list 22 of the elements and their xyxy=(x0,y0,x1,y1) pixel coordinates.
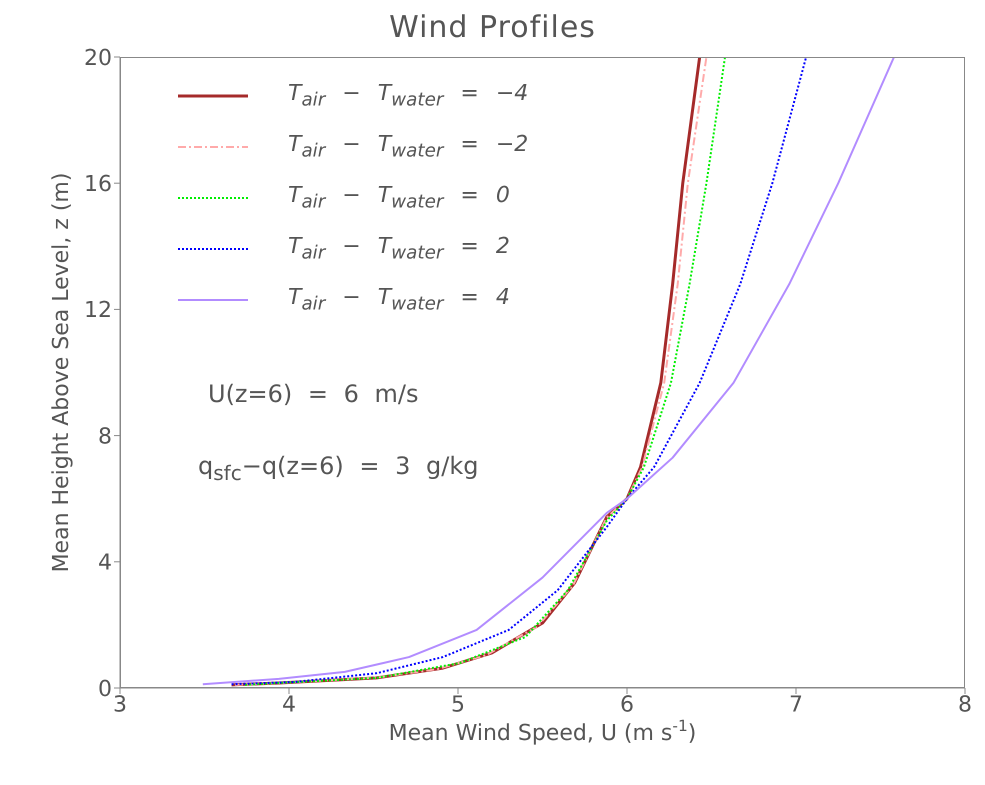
x-tick-label: 4 xyxy=(282,692,296,718)
legend-label: T$_{air}$ − T$_{water}$ = 0 xyxy=(288,182,510,212)
y-tick-label: 16 xyxy=(84,172,112,198)
x-tick-label: 3 xyxy=(113,692,127,718)
y-tick-label: 12 xyxy=(84,298,112,324)
y-axis-title: Mean Height Above Sea Level, z (m) xyxy=(49,172,74,572)
y-tick-label: 0 xyxy=(98,676,112,702)
x-tick-label: 6 xyxy=(620,692,634,718)
x-tick-label: 5 xyxy=(451,692,465,718)
y-tick-label: 20 xyxy=(84,46,112,71)
x-tick-label: 7 xyxy=(789,692,803,718)
y-tick-label: 4 xyxy=(98,550,112,576)
legend-label: T$_{air}$ − T$_{water}$ = −4 xyxy=(288,80,528,110)
annotation: q$_{sfc}$−q(z=6) = 3 g/kg xyxy=(198,452,478,485)
x-tick-label: 8 xyxy=(958,692,972,718)
chart-title: Wind Profiles xyxy=(388,10,597,45)
legend-label: T$_{air}$ − T$_{water}$ = 4 xyxy=(288,284,510,314)
legend-label: T$_{air}$ − T$_{water}$ = 2 xyxy=(288,234,510,264)
y-tick-label: 8 xyxy=(98,424,112,450)
annotation: U(z=6) = 6 m/s xyxy=(208,380,419,408)
x-axis-title: Mean Wind Speed, U (m s$^{-1}$) xyxy=(388,717,696,746)
legend-label: T$_{air}$ − T$_{water}$ = −2 xyxy=(288,132,528,162)
